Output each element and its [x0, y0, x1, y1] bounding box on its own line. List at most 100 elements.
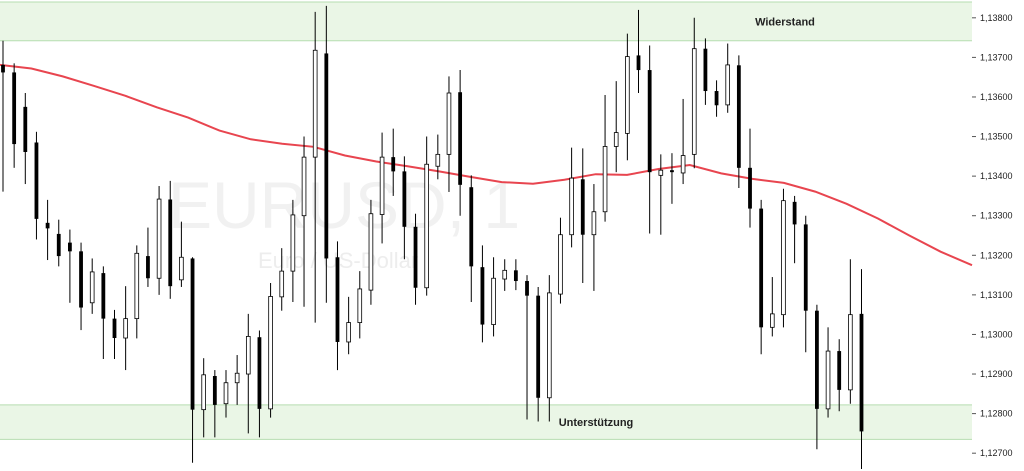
tick-label: 1,12900 [980, 369, 1013, 379]
candle [368, 199, 374, 305]
candle-body-bearish [703, 48, 708, 92]
candle [837, 339, 842, 412]
candle-body-bullish [89, 271, 95, 304]
candle-body-bearish [212, 376, 217, 405]
candle [201, 358, 206, 438]
candle-body-bearish [67, 242, 72, 252]
tick-label: 1,13200 [980, 250, 1013, 260]
zone-band [0, 404, 972, 440]
candle-body-bullish [591, 211, 597, 236]
candle [759, 199, 764, 355]
candle [781, 188, 786, 328]
candle [714, 80, 719, 117]
candle [602, 94, 608, 222]
candle [156, 186, 162, 295]
candle-body-bullish [491, 277, 496, 325]
candle [257, 330, 262, 438]
candle-body-bearish [736, 65, 741, 168]
candle-body-bearish [647, 70, 652, 173]
candle [748, 128, 752, 228]
candle [190, 257, 195, 463]
tick-label: 1,13600 [980, 92, 1013, 102]
candle [513, 259, 518, 291]
candle [245, 313, 251, 434]
candle [346, 296, 351, 355]
candle [413, 213, 418, 305]
candle [234, 355, 240, 405]
candle-body-bearish [792, 201, 797, 225]
candle-body-bearish [34, 142, 39, 219]
tick-label: 1,13800 [980, 13, 1013, 23]
zone-label: Unterstützung [559, 417, 634, 429]
candle [357, 271, 363, 339]
candle [279, 248, 285, 311]
candle [223, 370, 229, 418]
candle [435, 134, 441, 180]
price-axis: 1,13800 1,13700 1,13600 1,13500 1,13400 1,133… [972, 13, 1013, 458]
candle-body-bearish [469, 187, 474, 267]
candle [792, 195, 797, 264]
candle [301, 136, 307, 307]
candle-body-bullish [558, 234, 563, 295]
candle-body-bearish [837, 351, 842, 390]
tick-label: 1,13000 [980, 329, 1013, 339]
zones-layer: Widerstand Unterstützung [0, 1, 972, 440]
candle [112, 309, 117, 359]
candle-body-bullish [357, 288, 363, 323]
candle [859, 269, 864, 470]
candle-body-bearish [513, 270, 518, 282]
candle [446, 76, 452, 192]
candle-body-bearish [859, 313, 864, 432]
candle-body-bearish [56, 233, 61, 257]
candle-body-bullish [234, 372, 240, 384]
moving-average-layer [0, 63, 973, 267]
candle [569, 147, 574, 248]
candle-body-bullish [290, 214, 296, 272]
moving-average-line [0, 63, 973, 267]
candle-body-bearish [101, 273, 106, 319]
watermark: EURUSD, 1 Euro / US-Dollar [168, 168, 520, 273]
candle-body-bearish [636, 55, 641, 71]
candle-body-bullish [312, 49, 318, 158]
candle [580, 148, 585, 283]
candle-body-bearish [1, 64, 5, 73]
candle-body-bullish [547, 292, 552, 399]
candle [424, 136, 429, 296]
candle-body-bearish [23, 106, 28, 152]
candle [12, 63, 17, 168]
candle-body-bullish [781, 200, 786, 316]
candle [725, 43, 731, 113]
tick-label: 1,12800 [980, 409, 1013, 419]
candle-body-bearish [324, 53, 329, 259]
candle-body-bearish [190, 258, 195, 410]
candle-body-bearish [458, 92, 463, 185]
candle-body-bearish [803, 224, 808, 311]
candle-body-bearish [670, 170, 674, 173]
tick-label: 1,13400 [980, 171, 1013, 181]
candle [67, 229, 72, 303]
candle [670, 153, 674, 204]
candle-body-bearish [402, 171, 407, 227]
tick-label: 1,13500 [980, 132, 1013, 142]
candle [34, 131, 39, 240]
candle [647, 45, 652, 234]
candle [123, 286, 128, 371]
candle-body-bullish [201, 374, 206, 411]
candle [89, 258, 95, 314]
watermark-symbol: EURUSD, 1 [168, 168, 520, 242]
candle-body-bullish [446, 92, 452, 155]
candle-body-bullish [625, 56, 630, 134]
candle-body-bullish [245, 336, 251, 375]
candle-body-bullish [424, 163, 429, 289]
candle-body-bearish [536, 295, 541, 398]
tick-label: 1,12700 [980, 448, 1013, 458]
tick-label: 1,13100 [980, 290, 1013, 300]
candle [680, 98, 686, 185]
candle-body-bullish [613, 132, 619, 147]
candle-body-bearish [525, 281, 529, 296]
candle-body-bullish [156, 198, 162, 279]
candle [312, 11, 318, 323]
candle [146, 227, 150, 287]
candle-body-bullish [223, 382, 229, 405]
